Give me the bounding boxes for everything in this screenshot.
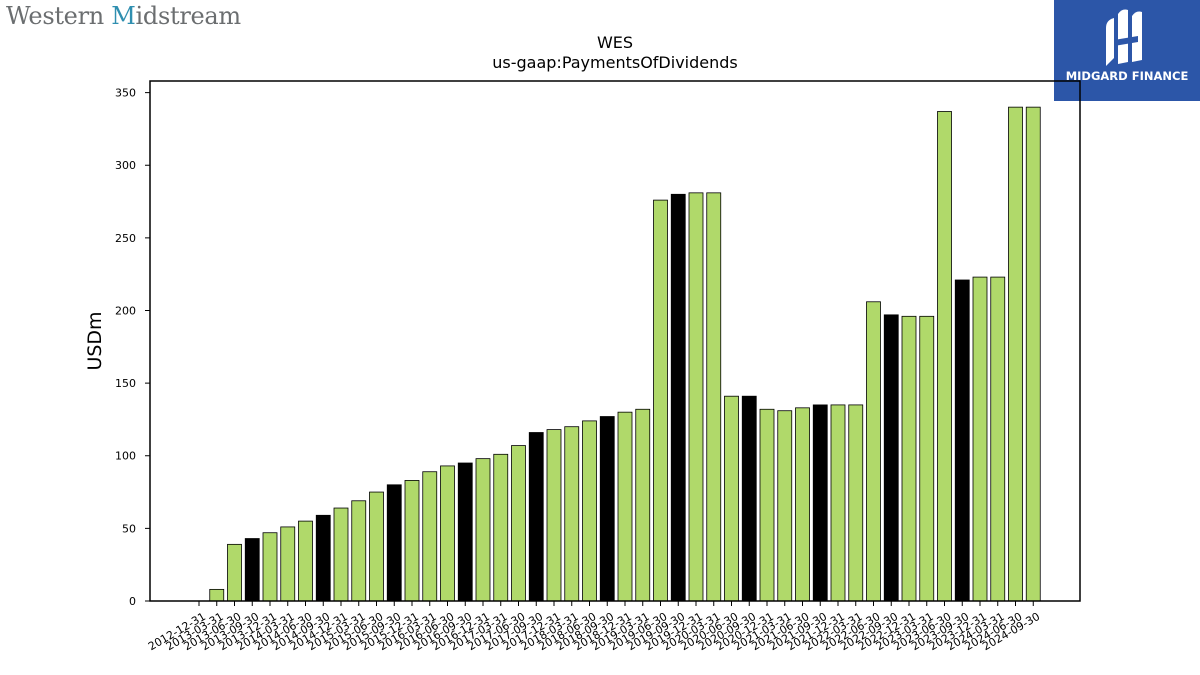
- bars-group: [209, 106, 1041, 602]
- bar-2013-09-30: [244, 538, 260, 602]
- bar-2024-03-31: [990, 276, 1006, 602]
- bar-2018-09-30: [599, 416, 615, 602]
- bar-2015-03-31: [351, 500, 367, 602]
- bar-2018-12-31: [617, 411, 633, 602]
- bar-2020-06-30: [724, 395, 739, 602]
- bar-2022-03-31: [848, 404, 864, 602]
- bar-2014-06-30: [298, 520, 313, 602]
- western-midstream-logo: Western Midstream: [6, 2, 241, 30]
- bar-2020-03-31: [706, 192, 722, 602]
- bar-2014-12-31: [333, 507, 349, 602]
- bar-2022-09-30: [883, 314, 899, 602]
- bar-2017-09-30: [528, 432, 544, 602]
- bar-2014-09-30: [315, 514, 331, 602]
- publisher-name: MIDGARD FINANCE: [1065, 69, 1189, 83]
- bar-2019-03-31: [635, 408, 651, 602]
- bar-2013-03-31: [209, 588, 225, 602]
- midgard-monogram-icon: [1106, 9, 1142, 66]
- y-tick-label: 250: [115, 232, 136, 245]
- bar-2017-06-30: [511, 445, 526, 602]
- bar-2022-12-31: [901, 315, 917, 602]
- bar-2021-12-31: [830, 404, 846, 602]
- y-tick-label: 100: [115, 450, 136, 463]
- bar-2013-12-31: [262, 532, 278, 602]
- bar-2020-09-30: [741, 395, 757, 602]
- bar-2016-12-31: [475, 458, 491, 602]
- bar-2015-12-31: [404, 480, 420, 602]
- bar-2021-03-31: [777, 410, 793, 602]
- bar-2022-06-30: [866, 301, 881, 602]
- y-tick-label: 350: [115, 87, 136, 100]
- bar-2014-03-31: [280, 526, 296, 602]
- bar-2020-12-31: [759, 408, 775, 602]
- y-axis: 0 50 100 150 200 250 300 350: [115, 87, 150, 608]
- y-tick-label: 0: [129, 595, 136, 608]
- bar-2023-06-30: [937, 111, 952, 602]
- bar-2016-06-30: [440, 465, 455, 602]
- bar-2018-06-30: [582, 420, 597, 602]
- bar-2021-06-30: [795, 407, 810, 602]
- bar-2024-09-30: [1025, 106, 1041, 602]
- bar-2013-06-30: [227, 543, 242, 602]
- chart-subtitle: us-gaap:PaymentsOfDividends: [492, 53, 737, 72]
- bar-2019-06-30: [653, 199, 668, 602]
- chart-title: WES: [597, 33, 633, 52]
- bar-2023-12-31: [972, 276, 988, 602]
- y-tick-label: 150: [115, 377, 136, 390]
- plot-frame: [149, 80, 1081, 602]
- y-axis-label: USDm: [84, 311, 106, 370]
- y-tick-label: 200: [115, 304, 136, 317]
- bar-2023-03-31: [919, 315, 935, 602]
- bar-2024-06-30: [1008, 106, 1023, 602]
- x-axis: 2012-12-312013-03-312013-06-302013-09-30…: [146, 601, 1042, 653]
- bar-2016-03-31: [422, 471, 438, 602]
- bar-2017-12-31: [546, 429, 562, 602]
- bar-2015-09-30: [386, 484, 402, 602]
- y-tick-label: 300: [115, 159, 136, 172]
- bar-2019-12-31: [688, 192, 704, 602]
- y-tick-label: 50: [122, 522, 136, 535]
- bar-2018-03-31: [564, 426, 580, 602]
- bar-2023-09-30: [954, 279, 970, 602]
- midgard-finance-logo: MIDGARD FINANCE: [1054, 0, 1200, 101]
- bar-2016-09-30: [457, 462, 473, 602]
- bar-2019-09-30: [670, 193, 686, 602]
- bar-2021-09-30: [812, 404, 828, 602]
- bar-2017-03-31: [493, 453, 509, 602]
- bar-2015-06-30: [369, 491, 384, 602]
